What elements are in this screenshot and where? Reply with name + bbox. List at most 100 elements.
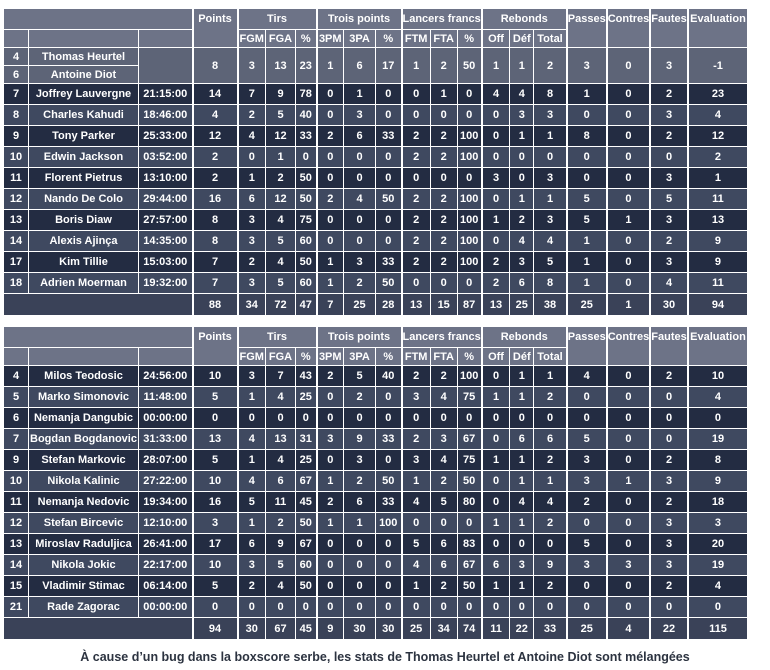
stat-cell: 0 xyxy=(456,104,483,126)
stat-cell: 2 xyxy=(533,449,568,471)
player-row: 17 Kim Tillie 15:03:00 7 2 4 50 1 3 33 2 2 100 2 3 5 1 0 3… xyxy=(3,251,749,273)
stat-cell: 0 xyxy=(605,251,651,273)
minutes: 15:03:00 xyxy=(138,251,193,273)
stat-cell: 2 xyxy=(480,251,511,273)
stat-cell: 0 xyxy=(565,596,608,618)
stat-cell: 3 xyxy=(236,230,266,252)
player-number: 5 xyxy=(3,386,29,408)
stat-cell: 9 xyxy=(265,83,296,105)
total-stat-cell: 30 xyxy=(649,293,689,316)
stat-cell: 50 xyxy=(295,188,317,210)
stat-cell: 1 xyxy=(480,386,511,408)
player-number: 13 xyxy=(3,209,29,231)
col-subheader-tirs--: % xyxy=(295,29,317,48)
stat-cell: 0 xyxy=(509,407,535,429)
stat-cell: 12 xyxy=(265,125,296,147)
stat-cell: 0 xyxy=(343,167,376,189)
stat-cell: 6 xyxy=(429,554,458,576)
col-group-tirs: Tirs xyxy=(236,8,317,30)
stat-cell: 0 xyxy=(315,209,344,231)
stat-cell: 1 xyxy=(343,512,376,534)
stat-cell: 0 xyxy=(315,596,344,618)
stat-cell: 2 xyxy=(509,209,535,231)
minutes: 00:00:00 xyxy=(138,407,193,429)
stat-cell: 3 xyxy=(315,428,344,450)
stat-cell: 1 xyxy=(565,251,608,273)
player-name: Kim Tillie xyxy=(28,251,139,273)
col-subheader-trois-points--: % xyxy=(375,29,402,48)
player-row: 11 Nemanja Nedovic 19:34:00 16 5 11 45 2 6 33 4 5 80… xyxy=(3,491,749,513)
player-number: 10 xyxy=(3,146,29,168)
stat-cell: 50 xyxy=(295,167,317,189)
stat-cell: 3 xyxy=(533,104,568,126)
stat-cell: 2 xyxy=(649,230,689,252)
col-group-rebonds: Rebonds xyxy=(480,326,568,348)
stat-cell: 1 xyxy=(509,575,535,597)
totals-blank xyxy=(3,293,193,316)
stat-cell: 100 xyxy=(456,230,483,252)
stat-cell: 2 xyxy=(400,146,431,168)
stat-cell: 0 xyxy=(509,596,535,618)
stat-cell: 0 xyxy=(456,272,483,294)
stat-cell: 0 xyxy=(400,512,431,534)
stat-cell: 3 xyxy=(509,104,535,126)
stat-cell: 0 xyxy=(375,146,402,168)
stat-cell: 1 xyxy=(429,83,458,105)
player-name: Alexis Ajinça xyxy=(28,230,139,252)
stat-cell: 0 xyxy=(605,146,651,168)
stat-cell: 20 xyxy=(686,533,749,555)
player-number: 10 xyxy=(3,470,29,492)
stat-cell: 2 xyxy=(236,251,266,273)
stat-cell: 6 xyxy=(509,428,535,450)
player-row: 15 Vladimir Stimac 06:14:00 5 2 4 50 0 0 0 1 2 50 1 1 2… xyxy=(3,575,749,597)
player-row: 10 Edwin Jackson 03:52:00 2 0 1 0 0 0 0 2 2 100 0 0 0 0 0… xyxy=(3,146,749,168)
stat-cell: 2 xyxy=(429,125,458,147)
stat-cell: 5 xyxy=(565,209,608,231)
stat-cell: 1 xyxy=(509,470,535,492)
player-row: 8 Charles Kahudi 18:46:00 4 2 5 40 0 3 0 0 0 0 0 3 3 0 0 3… xyxy=(3,104,749,126)
stat-cell: 0 xyxy=(605,104,651,126)
col-header-evaluation: Evaluation xyxy=(686,8,749,48)
stat-cell: 0 xyxy=(480,146,511,168)
player-row: 6 Nemanja Dangubic 00:00:00 0 0 0 0 0 0 0 0 0 0 0 0 0 0 0… xyxy=(3,407,749,429)
col-subheader-tirs-fga: FGA xyxy=(265,29,296,48)
stat-cell: 75 xyxy=(295,209,317,231)
stat-cell: 3 xyxy=(649,533,689,555)
stat-cell: 0 xyxy=(509,167,535,189)
stat-cell: 0 xyxy=(605,83,651,105)
stat-cell: 0 xyxy=(315,533,344,555)
stat-cell: 16 xyxy=(191,491,238,513)
player-number: 6 xyxy=(3,407,29,429)
team1-boxscore-table: Points Tirs Trois points Lancers francs Rebo… xyxy=(3,8,749,316)
team2-boxscore-table: Points Tirs Trois points Lancers francs Rebo… xyxy=(3,326,749,640)
stat-cell: 1 xyxy=(265,146,296,168)
stat-cell: 3 xyxy=(533,209,568,231)
stat-cell: 0 xyxy=(480,125,511,147)
player-row: 4 Milos Teodosic 24:56:00 10 3 7 43 2 5 40 2 2 100 0 1… xyxy=(3,365,749,387)
stat-cell: 31 xyxy=(295,428,317,450)
stat-cell: 2 xyxy=(649,449,689,471)
stat-cell: 1 xyxy=(509,449,535,471)
minutes: 12:10:00 xyxy=(138,512,193,534)
stat-cell: 4 xyxy=(509,491,535,513)
stat-cell: 1 xyxy=(480,209,511,231)
player-number: 9 xyxy=(3,449,29,471)
stat-cell: 16 xyxy=(191,188,238,210)
stat-cell: 78 xyxy=(295,83,317,105)
stat-cell: 4 xyxy=(236,470,266,492)
player-row: 10 Nikola Kalinic 27:22:00 10 4 6 67 1 2 50 1 2 50 0 1… xyxy=(3,470,749,492)
stat-cell: 0 xyxy=(315,575,344,597)
stat-cell: 0 xyxy=(400,83,431,105)
total-stat-cell: 47 xyxy=(295,293,317,316)
stat-cell: 0 xyxy=(375,554,402,576)
stat-cell: 1 xyxy=(480,47,511,84)
stat-cell: 0 xyxy=(429,104,458,126)
player-name: Boris Diaw xyxy=(28,209,139,231)
stat-cell: 2 xyxy=(649,125,689,147)
player-name: Miroslav Raduljica xyxy=(28,533,139,555)
stat-cell: 3 xyxy=(509,251,535,273)
stat-cell: 0 xyxy=(605,533,651,555)
stat-cell: 0 xyxy=(480,104,511,126)
stat-cell: 2 xyxy=(429,209,458,231)
merged-player-row: 4 Thomas Heurtel 8 3 13 23 1 6 17 1 2 50 1 1 2 3 0 3 -1 xyxy=(3,47,749,84)
